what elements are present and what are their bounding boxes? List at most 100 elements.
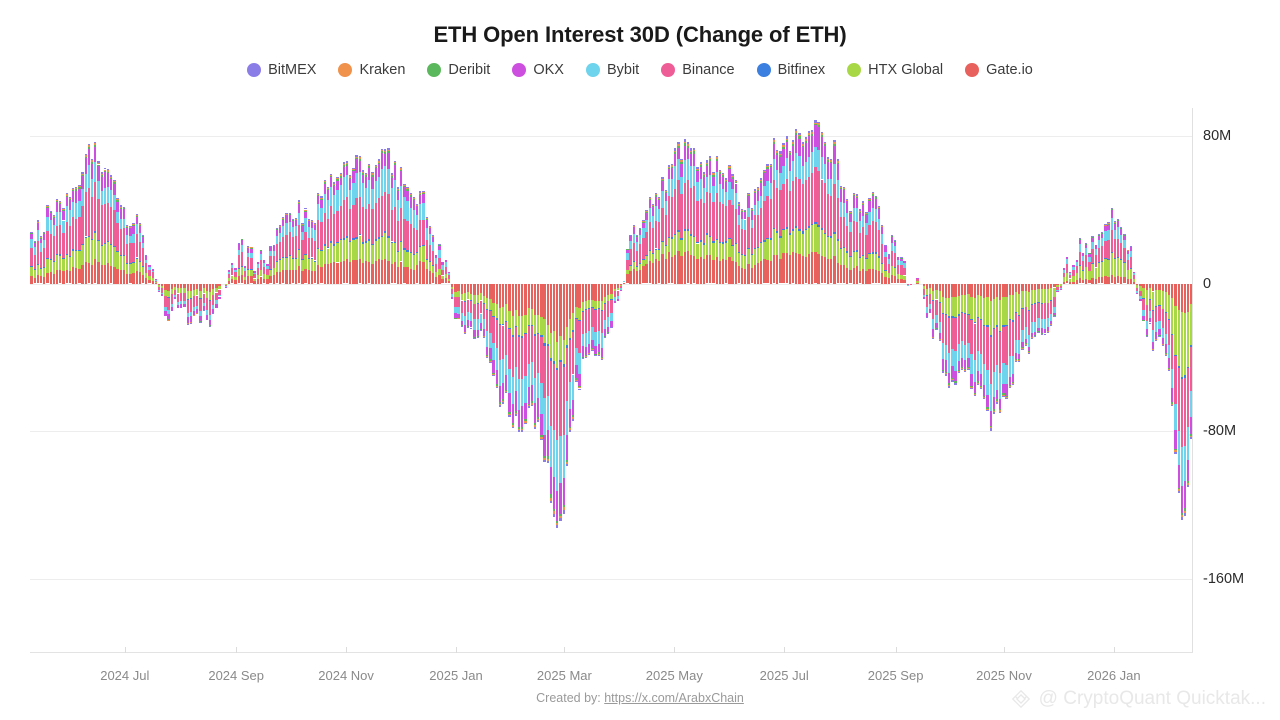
bar-column[interactable]	[874, 108, 878, 653]
bar-column[interactable]	[173, 108, 177, 653]
bar-column[interactable]	[451, 108, 454, 653]
bar-column[interactable]	[1002, 108, 1005, 653]
bar-column[interactable]	[960, 108, 964, 653]
bar-column[interactable]	[371, 108, 374, 653]
bar-column[interactable]	[537, 108, 540, 653]
bar-column[interactable]	[247, 108, 250, 653]
bar-column[interactable]	[148, 108, 151, 653]
bar-column[interactable]	[820, 108, 823, 653]
bar-column[interactable]	[406, 108, 409, 653]
bar-column[interactable]	[62, 108, 65, 653]
bar-column[interactable]	[71, 108, 75, 653]
bar-column[interactable]	[132, 108, 135, 653]
bar-column[interactable]	[565, 108, 569, 653]
bar-column[interactable]	[1183, 108, 1187, 653]
bar-column[interactable]	[476, 108, 479, 653]
bar-column[interactable]	[145, 108, 148, 653]
bar-column[interactable]	[1139, 108, 1142, 653]
bar-column[interactable]	[760, 108, 763, 653]
bar-column[interactable]	[667, 108, 670, 653]
bar-column[interactable]	[858, 108, 862, 653]
bar-column[interactable]	[167, 108, 170, 653]
bar-column[interactable]	[721, 108, 725, 653]
bar-column[interactable]	[390, 108, 393, 653]
bar-column[interactable]	[495, 108, 498, 653]
bar-column[interactable]	[740, 108, 744, 653]
bar-column[interactable]	[310, 108, 314, 653]
bar-column[interactable]	[600, 108, 604, 653]
bar-column[interactable]	[116, 108, 119, 653]
bar-column[interactable]	[199, 108, 202, 653]
bar-column[interactable]	[578, 108, 581, 653]
bar-column[interactable]	[798, 108, 801, 653]
bar-column[interactable]	[438, 108, 441, 653]
bar-column[interactable]	[973, 108, 976, 653]
bar-column[interactable]	[205, 108, 208, 653]
bar-column[interactable]	[1088, 108, 1091, 653]
footer-link[interactable]: https://x.com/ArabxChain	[604, 691, 744, 705]
bar-column[interactable]	[651, 108, 655, 653]
bar-column[interactable]	[317, 108, 320, 653]
bar-column[interactable]	[444, 108, 447, 653]
bar-column[interactable]	[900, 108, 903, 653]
bar-column[interactable]	[941, 108, 944, 653]
bar-column[interactable]	[473, 108, 476, 653]
bar-column[interactable]	[842, 108, 846, 653]
bar-column[interactable]	[753, 108, 757, 653]
bar-column[interactable]	[1024, 108, 1027, 653]
bar-column[interactable]	[454, 108, 457, 653]
bar-column[interactable]	[415, 108, 419, 653]
bar-column[interactable]	[422, 108, 425, 653]
bar-column[interactable]	[744, 108, 747, 653]
bar-column[interactable]	[664, 108, 667, 653]
bar-column[interactable]	[1015, 108, 1018, 653]
bar-column[interactable]	[333, 108, 336, 653]
bar-column[interactable]	[508, 108, 511, 653]
bar-column[interactable]	[1132, 108, 1136, 653]
bar-column[interactable]	[441, 108, 444, 653]
bar-column[interactable]	[1062, 108, 1066, 653]
bar-column[interactable]	[129, 108, 132, 653]
bar-column[interactable]	[897, 108, 900, 653]
bar-column[interactable]	[725, 108, 728, 653]
bar-column[interactable]	[970, 108, 973, 653]
bar-column[interactable]	[903, 108, 906, 653]
bar-column[interactable]	[409, 108, 412, 653]
bar-column[interactable]	[177, 108, 180, 653]
bar-column[interactable]	[680, 108, 683, 653]
bar-column[interactable]	[250, 108, 253, 653]
bar-column[interactable]	[291, 108, 294, 653]
bar-column[interactable]	[556, 108, 559, 653]
bar-column[interactable]	[463, 108, 467, 653]
bar-column[interactable]	[839, 108, 843, 653]
bar-column[interactable]	[466, 108, 470, 653]
bar-column[interactable]	[584, 108, 588, 653]
bar-column[interactable]	[626, 108, 629, 653]
bar-column[interactable]	[278, 108, 282, 653]
bar-column[interactable]	[59, 108, 62, 653]
bar-column[interactable]	[823, 108, 827, 653]
bar-column[interactable]	[393, 108, 396, 653]
bar-column[interactable]	[776, 108, 779, 653]
bar-column[interactable]	[336, 108, 339, 653]
bar-column[interactable]	[447, 108, 451, 653]
bar-column[interactable]	[530, 108, 533, 653]
bar-column[interactable]	[906, 108, 909, 653]
bar-column[interactable]	[750, 108, 753, 653]
bar-column[interactable]	[1078, 108, 1082, 653]
bar-column[interactable]	[932, 108, 935, 653]
bar-column[interactable]	[141, 108, 145, 653]
bar-column[interactable]	[954, 108, 957, 653]
bar-column[interactable]	[78, 108, 81, 653]
bar-column[interactable]	[811, 108, 814, 653]
bar-column[interactable]	[68, 108, 71, 653]
bar-column[interactable]	[345, 108, 349, 653]
bar-column[interactable]	[995, 108, 999, 653]
bar-column[interactable]	[81, 108, 84, 653]
bar-column[interactable]	[731, 108, 734, 653]
bar-column[interactable]	[639, 108, 642, 653]
bar-column[interactable]	[817, 108, 820, 653]
bar-column[interactable]	[878, 108, 881, 653]
bar-column[interactable]	[594, 108, 597, 653]
bar-column[interactable]	[674, 108, 677, 653]
